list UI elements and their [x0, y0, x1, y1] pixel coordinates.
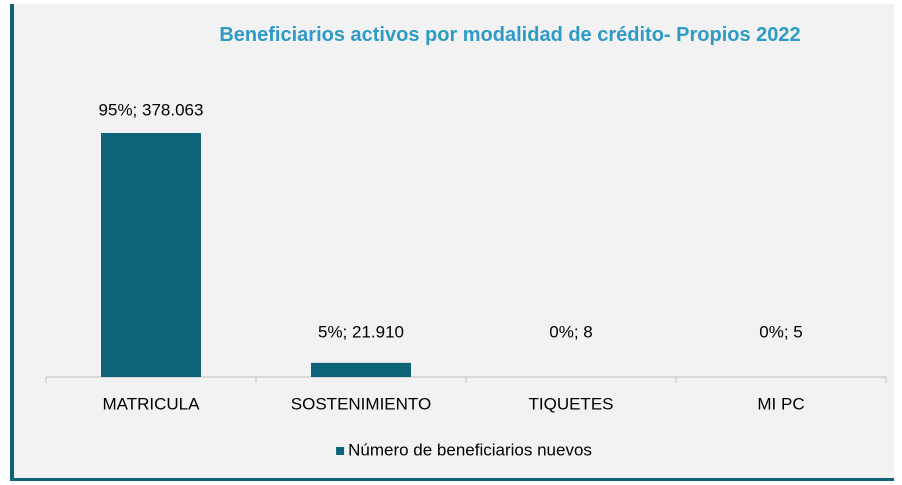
- x-tick-label: MI PC: [757, 394, 804, 413]
- bar: [101, 133, 201, 377]
- x-tick-label: MATRICULA: [103, 394, 201, 413]
- chart-title: Beneficiarios activos por modalidad de c…: [219, 24, 801, 46]
- data-label: 0%; 5: [759, 322, 802, 341]
- x-tick-label: SOSTENIMIENTO: [291, 394, 431, 413]
- legend-swatch: [336, 447, 345, 455]
- legend-label: Número de beneficiarios nuevos: [348, 440, 592, 459]
- data-label: 0%; 8: [549, 322, 592, 341]
- x-tick-label: TIQUETES: [528, 394, 613, 413]
- data-label: 95%; 378.063: [99, 100, 204, 119]
- bar: [311, 362, 411, 377]
- data-label: 5%; 21.910: [318, 322, 404, 341]
